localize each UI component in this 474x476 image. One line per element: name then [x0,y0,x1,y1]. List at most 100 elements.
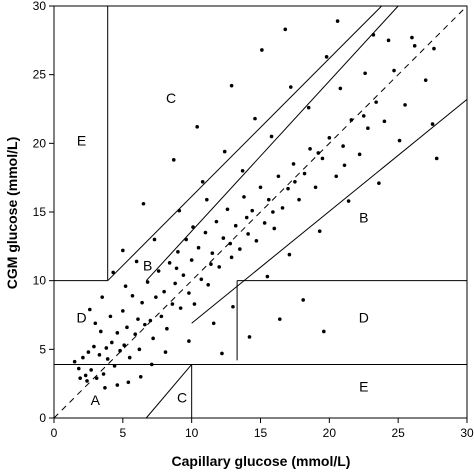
axis-ticks: 0 5 10 15 20 25 30 0 5 10 15 20 25 30 [33,0,474,440]
data-point [174,266,179,271]
data-point [86,350,91,354]
data-point [313,185,318,190]
data-point [211,321,216,326]
data-point [99,329,103,334]
data-point [100,295,104,299]
scatter-points [72,19,439,390]
data-point [250,208,255,213]
data-point [301,298,305,302]
data-point [346,199,351,203]
zone-boundary-line [107,5,383,282]
y-tick-label: 15 [33,205,47,219]
y-tick-label: 0 [39,411,46,425]
x-tick-label: 10 [185,426,199,440]
data-point [141,201,146,206]
y-axis-title: CGM glucose (mmol/L) [4,137,20,289]
data-point [220,351,224,356]
zone-label: C [177,389,187,405]
data-point [320,156,325,161]
data-point [308,147,312,151]
data-point [145,280,150,284]
data-point [178,306,183,310]
zone-label: D [76,310,86,326]
data-point [302,171,307,176]
data-point [222,149,227,154]
data-point [276,174,281,179]
data-point [81,355,85,360]
data-point [152,237,157,242]
data-point [357,152,362,157]
data-point [192,302,197,306]
data-point [122,343,127,348]
x-axis-title: Capillary glucose (mmol/L) [172,453,351,469]
data-point [253,116,257,121]
data-point [244,215,249,220]
data-point [403,103,407,107]
data-point [136,317,140,321]
x-tick-label: 15 [254,426,268,440]
data-point [233,223,238,228]
data-point [217,265,221,269]
data-point [287,252,292,257]
data-point [134,259,139,264]
data-point [170,302,175,306]
data-point [195,125,199,129]
data-point [143,322,147,327]
data-point [423,78,428,82]
data-point [240,169,245,173]
data-point [283,27,288,32]
identity-line [53,5,468,419]
data-point [205,197,209,202]
data-point [199,277,204,282]
data-point [272,226,277,231]
data-point [386,38,391,43]
data-point [229,83,234,88]
data-point [254,239,259,243]
data-point [72,359,77,364]
data-point [434,156,439,161]
data-point [187,339,191,343]
data-point [306,105,311,110]
data-point [181,273,186,277]
data-point [242,195,246,199]
zone-boundary-line [145,364,193,419]
data-point [291,162,296,166]
data-point [87,307,92,312]
data-point [203,230,208,235]
data-point [377,181,381,185]
data-point [297,197,301,202]
data-point [154,295,158,299]
y-tick-label: 5 [39,342,46,356]
zone-label: E [359,378,368,394]
data-point [159,314,164,319]
x-tick-label: 30 [460,426,474,440]
data-point [101,372,106,376]
data-point [214,219,219,224]
data-point [167,261,172,265]
data-point [335,19,340,23]
data-point [382,119,387,124]
data-point [392,68,396,73]
data-point [324,55,329,59]
data-point [78,376,82,380]
data-point [140,300,144,305]
data-point [206,282,210,287]
data-point [171,158,176,162]
x-tick-label: 20 [323,426,337,440]
data-point [221,236,226,240]
data-point [173,281,177,286]
data-point [118,348,122,353]
data-point [111,270,115,275]
data-point [265,274,270,279]
data-point [151,336,155,341]
data-point [410,35,414,40]
data-point [209,262,213,266]
data-point [266,197,271,202]
data-point [89,368,93,372]
data-point [115,331,120,335]
data-point [210,251,215,255]
y-tick-label: 25 [33,68,47,82]
data-point [133,332,138,337]
